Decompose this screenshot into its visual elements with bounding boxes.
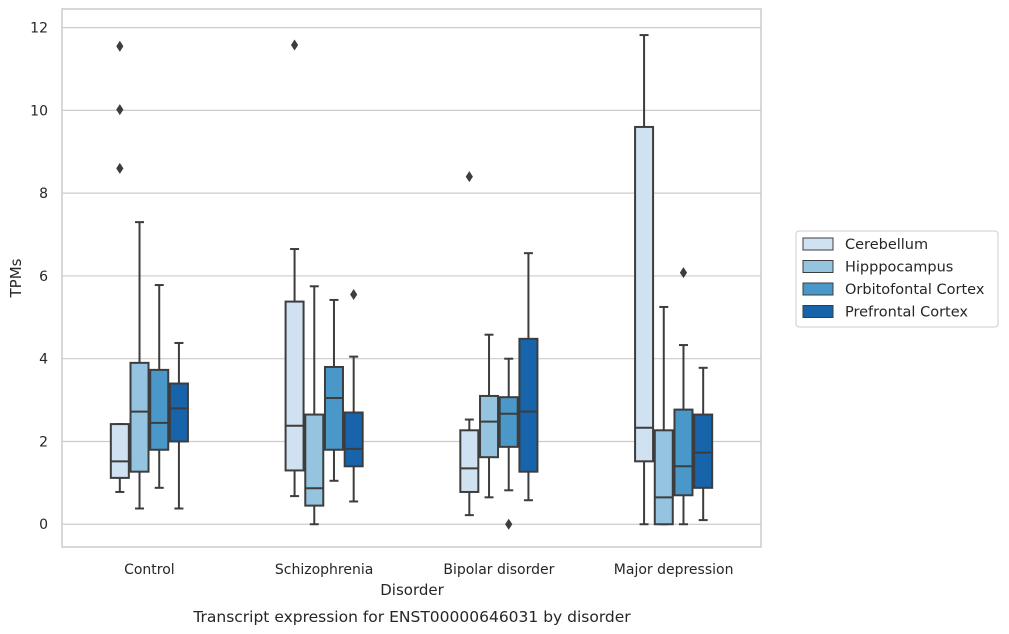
- y-tick-labels: 0 2 4 6 8 10 12: [30, 21, 48, 534]
- x-tick-labels: Control Schizophrenia Bipolar disorder Majo…: [124, 562, 733, 578]
- outlier-point: [116, 40, 124, 52]
- outlier-point: [290, 39, 299, 51]
- box-iqr: [129, 361, 150, 473]
- legend-frame: [795, 230, 999, 328]
- x-axis-label: Disorder: [380, 581, 444, 599]
- outlier-point: [116, 104, 124, 116]
- box-series: [109, 34, 714, 530]
- box-hipppocampus: [653, 305, 674, 526]
- legend-label: Cerebellum: [845, 237, 928, 253]
- y-tick-label: 6: [39, 269, 48, 285]
- legend-swatch: [802, 260, 834, 273]
- y-tick-label: 12: [30, 21, 48, 37]
- box-iqr: [653, 429, 674, 526]
- plot-frame: [61, 8, 762, 548]
- box-hipppocampus: [129, 221, 150, 510]
- outlier-point: [350, 289, 358, 301]
- box-iqr: [149, 368, 170, 451]
- x-tick-label: Schizophrenia: [275, 562, 373, 578]
- box-orbitofontal-cortex: [498, 357, 519, 530]
- box-iqr: [109, 423, 130, 479]
- legend: Cerebellum Hipppocampus Orbitofontal Corte…: [795, 230, 999, 328]
- legend-label: Orbitofontal Cortex: [845, 282, 985, 298]
- box-iqr: [673, 408, 694, 497]
- box-cerebellum: [284, 39, 305, 498]
- outlier-point: [679, 267, 688, 279]
- box-cerebellum: [109, 40, 130, 493]
- box-iqr: [479, 394, 500, 459]
- box-iqr: [304, 413, 325, 507]
- y-axis-label: TPMs: [7, 258, 25, 298]
- legend-swatch: [802, 237, 834, 251]
- box-iqr: [634, 125, 655, 463]
- legend-label: Prefrontal Cortex: [845, 305, 968, 321]
- box-iqr: [459, 429, 480, 493]
- box-iqr: [498, 396, 519, 448]
- box-prefrontal-cortex: [168, 341, 189, 510]
- chart-caption: Transcript expression for ENST0000064603…: [192, 608, 631, 626]
- outlier-point: [465, 171, 473, 183]
- x-tick-label: Bipolar disorder: [443, 562, 554, 578]
- legend-swatch: [802, 282, 834, 296]
- legend-label: Hipppocampus: [845, 260, 953, 276]
- box-cerebellum: [634, 34, 655, 526]
- outlier-point: [505, 518, 513, 530]
- x-tick-label: Major depression: [614, 562, 734, 578]
- y-tick-label: 8: [39, 186, 48, 202]
- y-tick-label: 0: [39, 517, 48, 533]
- legend-swatch: [802, 305, 834, 318]
- box-prefrontal-cortex: [518, 252, 539, 502]
- y-tick-label: 10: [30, 103, 48, 119]
- box-cerebellum: [459, 171, 480, 517]
- box-prefrontal-cortex: [693, 366, 714, 522]
- box-orbitofontal-cortex: [673, 267, 694, 526]
- box-prefrontal-cortex: [343, 289, 364, 503]
- box-iqr: [284, 300, 305, 472]
- box-orbitofontal-cortex: [149, 284, 170, 489]
- box-iqr: [323, 365, 344, 451]
- outlier-point: [116, 162, 124, 174]
- y-tick-label: 2: [39, 434, 48, 450]
- box-orbitofontal-cortex: [323, 298, 344, 482]
- box-iqr: [168, 382, 189, 443]
- box-hipppocampus: [304, 285, 325, 526]
- box-hipppocampus: [479, 333, 500, 499]
- x-tick-label: Control: [124, 562, 175, 578]
- box-iqr: [343, 411, 364, 468]
- y-tick-label: 4: [39, 352, 48, 368]
- box-iqr: [518, 337, 539, 473]
- box-iqr: [693, 413, 714, 489]
